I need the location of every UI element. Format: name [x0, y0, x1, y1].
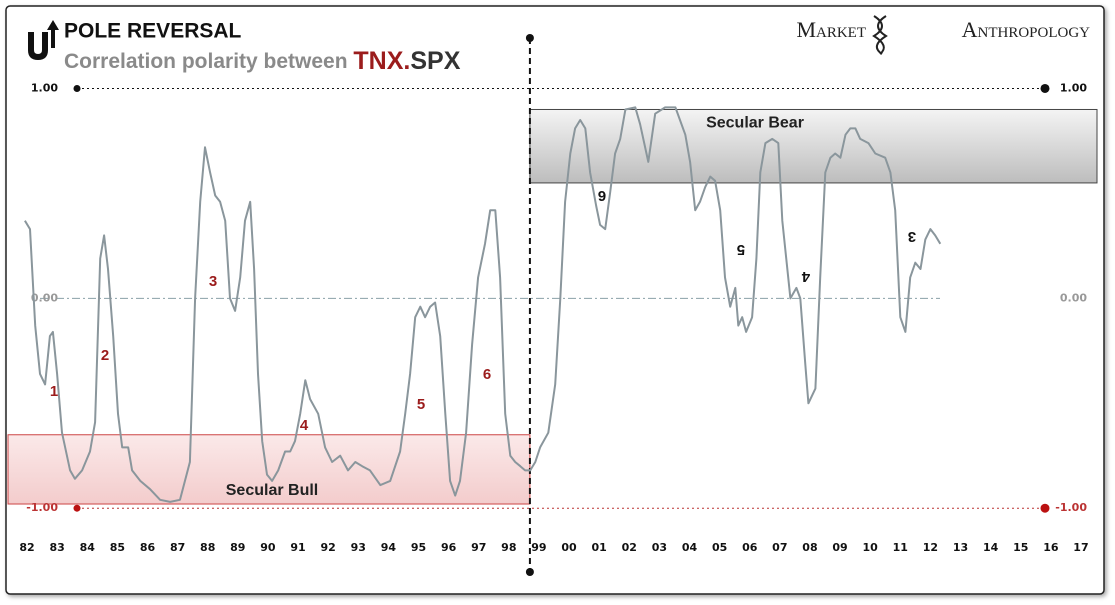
x-tick-label: 90 [260, 541, 276, 554]
band-label: Secular Bear [706, 115, 804, 132]
annotation: 5 [737, 241, 745, 258]
x-tick-label: 00 [561, 541, 577, 554]
y-tick-label: 1.00 [1060, 81, 1087, 94]
x-tick-label: 02 [622, 541, 637, 554]
x-tick-label: 89 [230, 541, 245, 554]
annotation: 6 [598, 187, 606, 204]
x-tick-label: 88 [200, 541, 215, 554]
x-tick-label: 03 [652, 541, 667, 554]
y-tick-label: -1.00 [1055, 501, 1087, 514]
annotation: 3 [908, 228, 916, 245]
x-tick-label: 09 [832, 541, 847, 554]
x-tick-label: 82 [19, 541, 34, 554]
endpoint [1040, 83, 1050, 93]
annotation: 6 [483, 366, 491, 383]
frame [5, 5, 1105, 595]
annotation: 4 [801, 268, 810, 285]
x-tick-label: 83 [49, 541, 64, 554]
brand-name: Market [796, 17, 866, 42]
x-tick-label: 15 [1013, 541, 1028, 554]
y-tick-label: 1.00 [31, 81, 58, 94]
subtitle-ticker: SPX [410, 47, 460, 75]
x-tick-label: 97 [471, 541, 486, 554]
x-tick-label: 93 [351, 541, 366, 554]
x-tick-label: 16 [1043, 541, 1059, 554]
series-line [24, 106, 942, 503]
x-tick-label: 87 [170, 541, 185, 554]
endpoint [73, 84, 81, 92]
x-tick-label: 10 [863, 541, 879, 554]
endpoint [1040, 503, 1050, 513]
band-label: Secular Bull [226, 482, 318, 499]
x-tick-label: 95 [411, 541, 426, 554]
x-tick-label: 07 [772, 541, 787, 554]
x-tick-label: 17 [1073, 541, 1088, 554]
x-tick-label: 06 [742, 541, 758, 554]
x-tick-label: 12 [923, 541, 938, 554]
plot-area: Secular Bear Secular Bull 1.00 1.00 0.00 0.00… [7, 34, 1098, 576]
x-tick-label: 04 [682, 541, 698, 554]
x-tick-label: 85 [110, 541, 125, 554]
y-tick-label: 0.00 [31, 291, 58, 304]
annotation: 2 [101, 347, 109, 364]
chart-subtitle: Correlation polarity between TNX.SPX [64, 47, 461, 75]
x-tick-label: 13 [953, 541, 968, 554]
x-tick-label: 92 [321, 541, 336, 554]
subtitle-ticker: TNX. [353, 47, 410, 75]
x-tick-label: 99 [531, 541, 546, 554]
x-tick-label: 98 [501, 541, 516, 554]
annotation: 4 [300, 417, 309, 434]
logo-icon [26, 20, 59, 60]
x-tick-label: 96 [441, 541, 457, 554]
x-tick-label: 84 [80, 541, 96, 554]
x-tick-label: 94 [381, 541, 397, 554]
x-tick-label: 08 [802, 541, 817, 554]
x-tick-label: 86 [140, 541, 156, 554]
brand-icon [872, 15, 888, 55]
y-tick-label: -1.00 [26, 501, 58, 514]
annotation: 1 [50, 383, 58, 400]
endpoint [73, 504, 81, 512]
x-tick-label: 11 [893, 541, 908, 554]
endpoint [525, 568, 534, 576]
chart-title: POLE REVERSAL [64, 20, 242, 43]
subtitle-text: Correlation polarity between [64, 50, 353, 73]
x-tick-label: 91 [290, 541, 305, 554]
band [529, 108, 1098, 184]
brand-name: Anthropology [962, 17, 1091, 42]
annotation: 3 [209, 273, 217, 290]
x-tick-label: 05 [712, 541, 727, 554]
band [7, 434, 531, 505]
endpoint [525, 34, 534, 42]
x-tick-label: 01 [592, 541, 607, 554]
x-tick-label: 14 [983, 541, 999, 554]
annotation: 5 [417, 396, 425, 413]
y-tick-label: 0.00 [1060, 291, 1087, 304]
